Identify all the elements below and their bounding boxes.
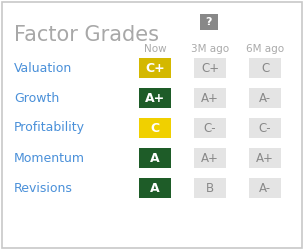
Text: C-: C- bbox=[259, 122, 271, 134]
FancyBboxPatch shape bbox=[249, 148, 281, 168]
FancyBboxPatch shape bbox=[249, 58, 281, 78]
Text: A+: A+ bbox=[201, 92, 219, 104]
FancyBboxPatch shape bbox=[249, 118, 281, 138]
Text: A: A bbox=[150, 182, 160, 194]
Text: 3M ago: 3M ago bbox=[191, 44, 229, 54]
Text: C+: C+ bbox=[201, 62, 219, 74]
FancyBboxPatch shape bbox=[194, 178, 226, 198]
Text: A-: A- bbox=[259, 92, 271, 104]
Text: Profitability: Profitability bbox=[14, 122, 85, 134]
FancyBboxPatch shape bbox=[139, 58, 171, 78]
Text: Factor Grades: Factor Grades bbox=[14, 25, 159, 45]
FancyBboxPatch shape bbox=[194, 148, 226, 168]
FancyBboxPatch shape bbox=[194, 118, 226, 138]
Text: Momentum: Momentum bbox=[14, 152, 85, 164]
Text: 6M ago: 6M ago bbox=[246, 44, 284, 54]
FancyBboxPatch shape bbox=[249, 88, 281, 108]
Text: A-: A- bbox=[259, 182, 271, 194]
Text: C+: C+ bbox=[145, 62, 165, 74]
Text: ?: ? bbox=[206, 17, 212, 27]
FancyBboxPatch shape bbox=[139, 178, 171, 198]
FancyBboxPatch shape bbox=[139, 118, 171, 138]
Text: Revisions: Revisions bbox=[14, 182, 73, 194]
FancyBboxPatch shape bbox=[194, 88, 226, 108]
Text: C: C bbox=[261, 62, 269, 74]
Text: B: B bbox=[206, 182, 214, 194]
FancyBboxPatch shape bbox=[249, 178, 281, 198]
Text: Growth: Growth bbox=[14, 92, 59, 104]
Text: C: C bbox=[150, 122, 160, 134]
Text: Now: Now bbox=[144, 44, 166, 54]
Text: A+: A+ bbox=[256, 152, 274, 164]
FancyBboxPatch shape bbox=[194, 58, 226, 78]
FancyBboxPatch shape bbox=[200, 14, 218, 30]
Text: A+: A+ bbox=[145, 92, 165, 104]
Text: A+: A+ bbox=[201, 152, 219, 164]
Text: C-: C- bbox=[204, 122, 216, 134]
Text: A: A bbox=[150, 152, 160, 164]
Text: Valuation: Valuation bbox=[14, 62, 72, 74]
FancyBboxPatch shape bbox=[139, 148, 171, 168]
FancyBboxPatch shape bbox=[139, 88, 171, 108]
